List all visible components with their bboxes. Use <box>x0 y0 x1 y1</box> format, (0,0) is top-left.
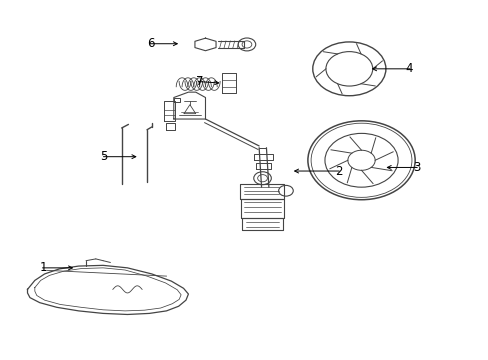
Text: 7: 7 <box>195 75 203 88</box>
Text: 2: 2 <box>334 165 342 177</box>
Text: 6: 6 <box>146 37 154 50</box>
Text: 1: 1 <box>40 261 47 274</box>
Text: 5: 5 <box>101 150 108 163</box>
Text: 4: 4 <box>405 62 412 75</box>
Text: 3: 3 <box>412 161 419 174</box>
